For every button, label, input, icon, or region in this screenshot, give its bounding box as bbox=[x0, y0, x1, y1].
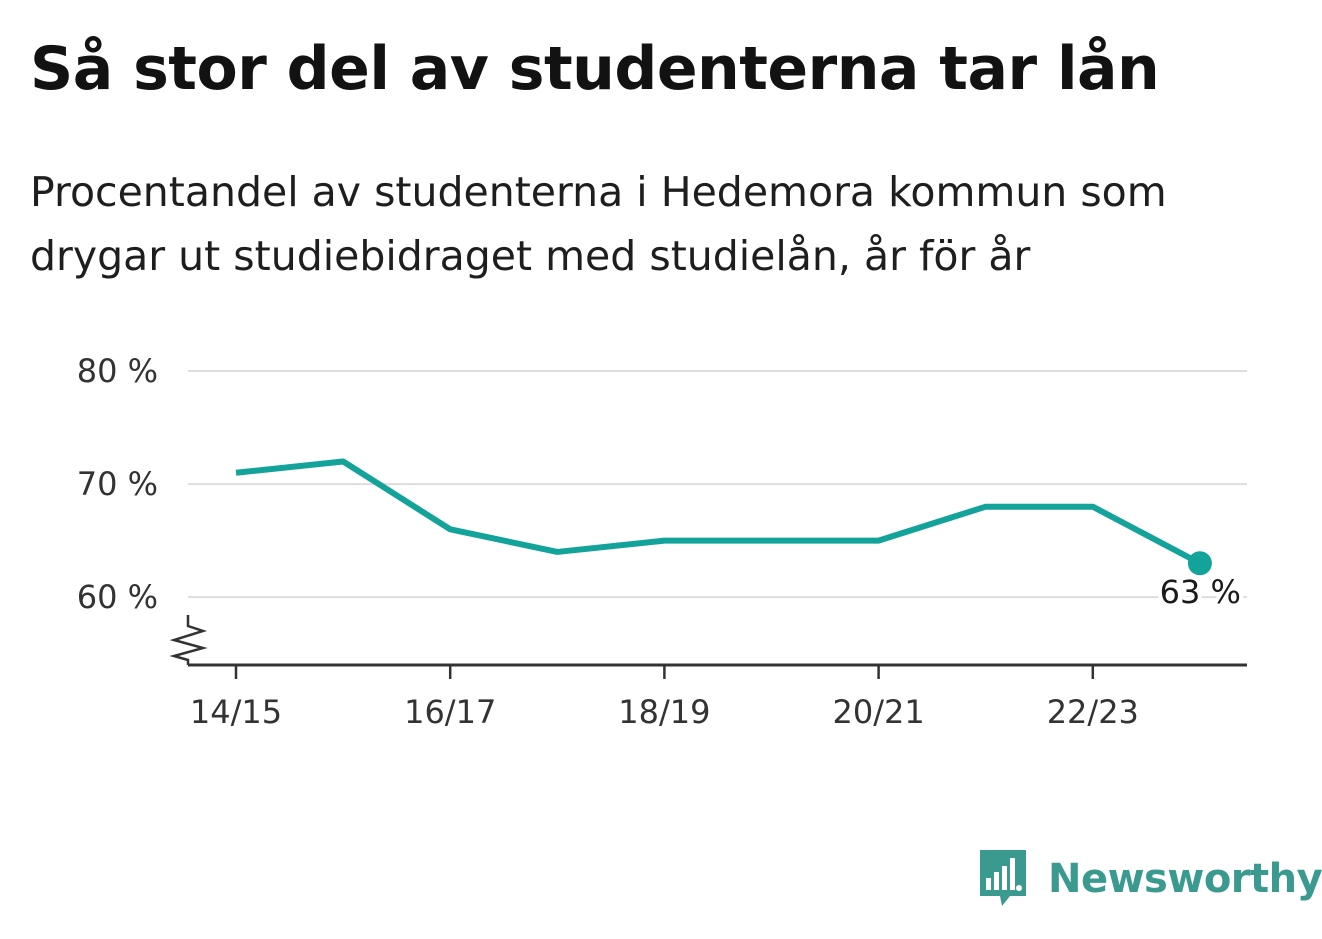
brand-logo: Newsworthy bbox=[980, 848, 1322, 910]
chart-title: Så stor del av studenterna tar lån bbox=[30, 34, 1160, 104]
brand-name: Newsworthy bbox=[1048, 856, 1322, 902]
x-tick-label: 22/23 bbox=[1047, 693, 1139, 731]
x-tick-label: 16/17 bbox=[404, 693, 496, 731]
chart-subtitle: Procentandel av studenterna i Hedemora k… bbox=[30, 168, 1167, 280]
series-layer bbox=[235, 458, 1212, 576]
grid-lines bbox=[188, 370, 1247, 599]
y-tick-label: 60 % bbox=[77, 578, 158, 616]
x-tick-label: 14/15 bbox=[190, 693, 282, 731]
bar-chart-speech-bubble-icon bbox=[980, 850, 1026, 906]
x-tick-label: 18/19 bbox=[618, 693, 710, 731]
y-axis-break-icon bbox=[169, 615, 208, 665]
y-tick-label: 80 % bbox=[77, 352, 158, 390]
x-tick-label: 20/21 bbox=[832, 693, 924, 731]
end-point bbox=[1187, 551, 1212, 576]
y-tick-label: 70 % bbox=[77, 465, 158, 503]
series-line bbox=[235, 458, 1202, 566]
axes bbox=[169, 615, 1247, 679]
labels: 60 % 70 % 80 % 14/15 16/17 18/19 20/21 22/23 63 … bbox=[77, 352, 1245, 731]
end-value-label: 63 % bbox=[1160, 573, 1241, 611]
